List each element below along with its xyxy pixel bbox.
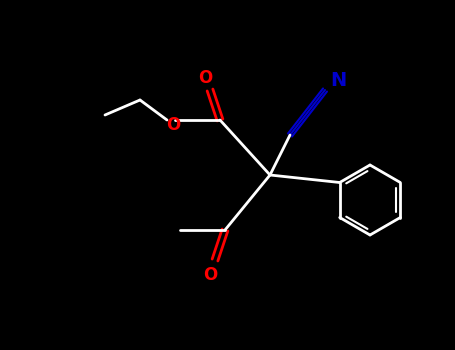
Text: N: N: [330, 70, 346, 90]
Text: O: O: [166, 116, 180, 134]
Text: O: O: [198, 69, 212, 87]
Text: O: O: [203, 266, 217, 284]
